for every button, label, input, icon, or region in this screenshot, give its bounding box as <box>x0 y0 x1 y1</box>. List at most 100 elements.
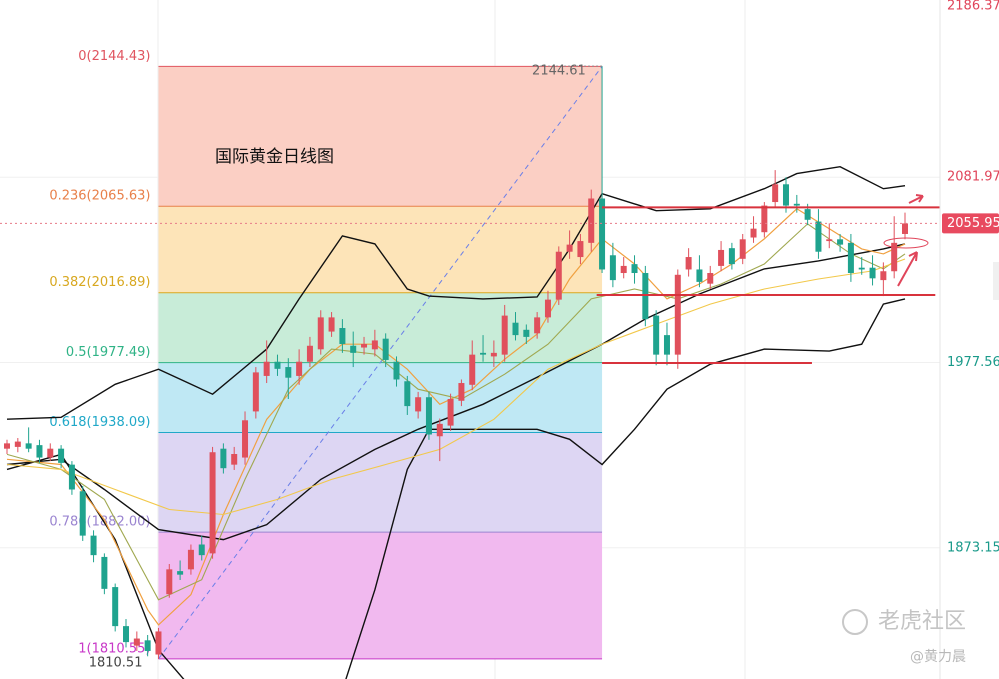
candle-body <box>177 571 184 575</box>
candle-body <box>631 264 638 274</box>
fib-label: 0.382(2016.89) <box>49 275 150 290</box>
candle-body <box>566 244 573 252</box>
watermark-logo <box>842 609 868 635</box>
candle-body <box>4 443 10 449</box>
y-tick-label: 1873.15 <box>947 540 999 555</box>
candle-body <box>480 352 487 355</box>
fib-label: 0.786(1882.00) <box>49 515 150 530</box>
candle-body <box>404 381 411 407</box>
candle-body <box>534 317 541 334</box>
low-label: 1810.51 <box>89 655 143 670</box>
candle-body <box>209 452 216 554</box>
candle-body <box>599 198 606 270</box>
candle-body <box>339 328 346 344</box>
candle-body <box>501 315 508 355</box>
highlight-ellipse <box>883 237 929 249</box>
candle-body <box>436 423 443 437</box>
candle-body <box>869 267 876 279</box>
candle-body <box>317 317 324 350</box>
candle-body <box>512 322 519 336</box>
candle-body <box>155 631 162 655</box>
candle-body <box>79 491 86 536</box>
candle-body <box>36 445 43 458</box>
candle-body <box>263 361 270 376</box>
candle-body <box>707 273 714 284</box>
candle-body <box>144 640 151 651</box>
y-tick-label: 1977.56 <box>947 355 999 370</box>
candle-body <box>296 361 303 376</box>
candle-body <box>198 544 205 556</box>
candle-body <box>58 448 65 463</box>
candle-body <box>782 184 789 206</box>
indicator-line <box>6 223 906 601</box>
candle-body <box>447 398 454 426</box>
candle-body <box>523 329 530 337</box>
candles <box>4 66 908 659</box>
candle-body <box>187 549 194 570</box>
candle-body <box>415 397 422 412</box>
price-axis: 2186.37 2081.97 1977.56 1873.15 2055.95 <box>942 0 999 555</box>
fibonacci: 0(2144.43) 0.236(2065.63) 0.382(2016.89) 0.… <box>49 49 603 660</box>
candle-body <box>891 242 898 272</box>
candle-body <box>371 340 378 350</box>
indicator-line <box>6 298 906 679</box>
candle-body <box>696 269 703 282</box>
candle-body <box>847 242 854 274</box>
candle-body <box>826 239 833 242</box>
candle-body <box>793 203 800 206</box>
candle-body <box>166 569 173 595</box>
candle-body <box>609 255 616 281</box>
last-price-box <box>942 213 999 234</box>
drawings: 2144.61 1810.51 <box>0 64 940 670</box>
chart-title: 国际黄金日线图 <box>215 147 334 167</box>
fib-zone <box>158 432 603 533</box>
fib-zone <box>158 532 603 659</box>
fib-trend <box>158 66 603 660</box>
candle-body <box>285 367 292 378</box>
candle-body <box>837 239 844 245</box>
candle-body <box>25 443 32 449</box>
candle-body <box>14 441 21 447</box>
arrow <box>908 194 924 204</box>
candle-body <box>47 448 54 458</box>
candle-body <box>123 626 130 643</box>
candle-body <box>469 354 476 385</box>
candle-body <box>252 372 259 412</box>
watermark: 老虎社区 @黄力晨 <box>842 609 966 665</box>
candle-body <box>728 248 735 265</box>
candle-body <box>242 420 249 458</box>
candle-body <box>815 221 822 252</box>
candle-body <box>393 361 400 380</box>
candle-body <box>274 361 281 369</box>
y-tick-label: 2186.37 <box>947 0 999 14</box>
candle-body <box>133 638 140 646</box>
fib-zone <box>158 292 603 363</box>
candle-body <box>90 535 97 556</box>
fib-zone <box>158 66 603 207</box>
fib-label: 0.618(1938.09) <box>49 415 150 430</box>
candle-body <box>858 267 865 270</box>
fib-label: 0(2144.43) <box>78 49 150 64</box>
candle-body <box>761 205 768 233</box>
candle-body <box>577 241 584 258</box>
fib-label: 0.5(1977.49) <box>66 345 151 360</box>
candle-body <box>588 198 595 243</box>
candle-body <box>750 228 757 238</box>
high-label: 2144.61 <box>532 64 586 79</box>
candle-body <box>328 317 335 332</box>
candle-body <box>361 343 368 348</box>
side-handle[interactable] <box>993 262 999 300</box>
candle-body <box>382 338 389 360</box>
candle-body <box>685 257 692 270</box>
candle-body <box>112 587 119 627</box>
candle-body <box>772 184 779 203</box>
fib-zone <box>158 362 603 433</box>
candle-body <box>739 239 746 259</box>
fib-label: 1(1810.55) <box>78 641 150 656</box>
candle-body <box>718 249 725 266</box>
indicator-line <box>6 258 906 516</box>
candle-body <box>544 299 551 318</box>
candle-body <box>425 397 432 435</box>
